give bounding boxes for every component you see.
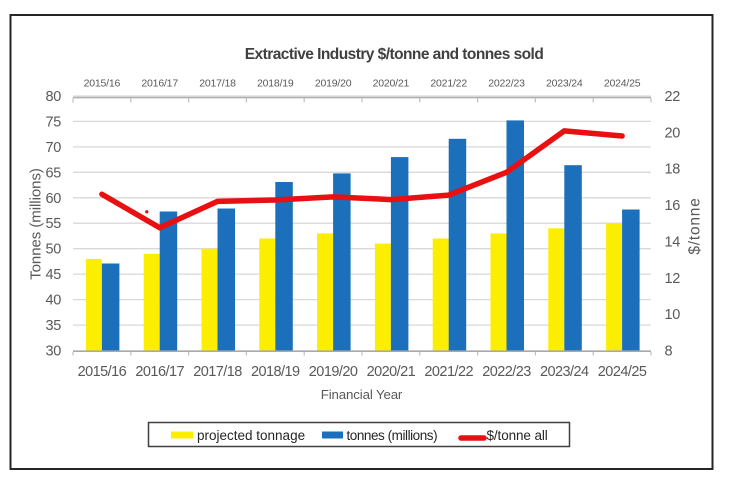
svg-text:2015/16: 2015/16 bbox=[78, 364, 127, 380]
svg-text:2016/17: 2016/17 bbox=[135, 364, 184, 380]
svg-text:2021/22: 2021/22 bbox=[430, 78, 467, 90]
svg-text:70: 70 bbox=[45, 140, 61, 156]
svg-text:20: 20 bbox=[665, 125, 681, 141]
svg-text:projected tonnage: projected tonnage bbox=[197, 428, 305, 443]
svg-text:50: 50 bbox=[45, 242, 61, 258]
svg-text:12: 12 bbox=[665, 271, 681, 287]
svg-text:14: 14 bbox=[665, 234, 681, 250]
svg-text:$/tonne all: $/tonne all bbox=[487, 428, 548, 443]
svg-text:2023/24: 2023/24 bbox=[546, 78, 583, 90]
svg-text:60: 60 bbox=[45, 191, 61, 207]
svg-text:30: 30 bbox=[45, 344, 61, 360]
svg-text:35: 35 bbox=[45, 318, 61, 334]
svg-text:2018/19: 2018/19 bbox=[251, 364, 300, 380]
svg-text:2020/21: 2020/21 bbox=[367, 364, 416, 380]
svg-text:2022/23: 2022/23 bbox=[482, 364, 531, 380]
svg-text:65: 65 bbox=[45, 165, 61, 181]
svg-text:18: 18 bbox=[665, 162, 681, 178]
svg-text:Extractive Industry $/tonne an: Extractive Industry $/tonne and tonnes s… bbox=[245, 46, 544, 63]
svg-text:2021/22: 2021/22 bbox=[424, 364, 473, 380]
svg-text:2022/23: 2022/23 bbox=[488, 78, 525, 90]
svg-text:16: 16 bbox=[665, 198, 681, 214]
svg-text:2023/24: 2023/24 bbox=[540, 364, 589, 380]
svg-text:Financial Year: Financial Year bbox=[321, 387, 403, 402]
svg-text:40: 40 bbox=[45, 293, 61, 309]
svg-text:2016/17: 2016/17 bbox=[141, 78, 178, 90]
svg-text:2024/25: 2024/25 bbox=[598, 364, 647, 380]
svg-text:2020/21: 2020/21 bbox=[373, 78, 410, 90]
svg-text:45: 45 bbox=[45, 267, 61, 283]
svg-text:2017/18: 2017/18 bbox=[193, 364, 242, 380]
svg-text:2015/16: 2015/16 bbox=[84, 78, 121, 90]
svg-text:2017/18: 2017/18 bbox=[199, 78, 236, 90]
svg-text:Tonnes (millions): Tonnes (millions) bbox=[28, 168, 45, 280]
svg-text:8: 8 bbox=[665, 344, 673, 360]
svg-text:55: 55 bbox=[45, 216, 61, 232]
svg-text:2019/20: 2019/20 bbox=[315, 78, 352, 90]
svg-text:2019/20: 2019/20 bbox=[309, 364, 358, 380]
svg-text:2024/25: 2024/25 bbox=[604, 78, 641, 90]
svg-text:$/tonne: $/tonne bbox=[687, 197, 704, 254]
svg-text:2018/19: 2018/19 bbox=[257, 78, 294, 90]
svg-text:22: 22 bbox=[665, 89, 681, 105]
svg-text:80: 80 bbox=[45, 89, 61, 105]
svg-text:tonnes (millions): tonnes (millions) bbox=[347, 428, 438, 443]
svg-text:75: 75 bbox=[45, 114, 61, 130]
svg-text:10: 10 bbox=[665, 307, 681, 323]
